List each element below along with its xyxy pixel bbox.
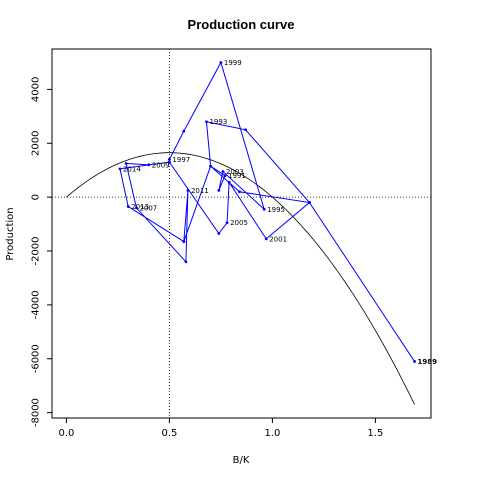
y-tick-label: 0 bbox=[31, 194, 42, 200]
data-point bbox=[184, 260, 188, 264]
data-point bbox=[223, 174, 227, 177]
x-tick-label: 0.0 bbox=[58, 428, 74, 439]
y-tick-label: -6000 bbox=[31, 344, 42, 373]
y-tick-label: -8000 bbox=[31, 398, 42, 427]
data-point bbox=[118, 167, 122, 171]
x-tick-label: 1.0 bbox=[264, 428, 280, 439]
data-point bbox=[209, 164, 213, 168]
data-point bbox=[413, 360, 416, 363]
point-label: 2005 bbox=[230, 219, 248, 227]
x-tick-label: 1.5 bbox=[367, 428, 383, 439]
point-label: 2001 bbox=[269, 235, 287, 243]
plot-frame bbox=[51, 48, 432, 419]
point-label: 1989 bbox=[418, 358, 438, 366]
data-point bbox=[238, 190, 241, 194]
production-curve bbox=[66, 152, 415, 405]
data-point bbox=[264, 237, 268, 241]
data-point bbox=[124, 162, 128, 165]
y-tick-label: 2000 bbox=[30, 131, 41, 156]
point-label: 1991 bbox=[228, 172, 246, 180]
point-label: 2009 bbox=[152, 161, 170, 169]
data-point bbox=[168, 160, 171, 164]
y-axis-label: Production bbox=[5, 207, 16, 260]
series-line bbox=[119, 61, 415, 362]
data-point bbox=[217, 189, 221, 192]
data-point bbox=[182, 240, 186, 243]
data-point bbox=[217, 232, 221, 235]
point-label: 2011 bbox=[191, 187, 209, 195]
point-label: 1999 bbox=[224, 59, 242, 67]
data-point bbox=[126, 205, 130, 208]
data-point bbox=[308, 201, 311, 204]
data-point bbox=[225, 221, 229, 225]
data-point bbox=[262, 207, 266, 211]
x-axis-label: B/K bbox=[233, 455, 250, 466]
data-point bbox=[186, 189, 190, 192]
data-point bbox=[182, 129, 186, 133]
data-point bbox=[219, 61, 223, 64]
data-point bbox=[135, 206, 138, 210]
point-label: 2013 bbox=[131, 203, 149, 211]
point-label: 2007 bbox=[139, 204, 157, 212]
y-tick-label: -2000 bbox=[31, 236, 42, 265]
y-tick-label: 4000 bbox=[31, 77, 42, 102]
point-label: 2014 bbox=[123, 165, 141, 173]
chart-title: Production curve bbox=[188, 17, 295, 32]
point-label: 1995 bbox=[267, 206, 285, 214]
point-label: 1993 bbox=[209, 118, 227, 126]
y-tick-label: -4000 bbox=[31, 290, 42, 319]
data-point bbox=[205, 120, 208, 124]
point-label: 2003 bbox=[226, 168, 244, 176]
data-point bbox=[168, 158, 171, 161]
data-point bbox=[227, 180, 231, 184]
data-point bbox=[147, 163, 151, 167]
y-axis: -8000 -6000 -4000 -2000 0 2000 4000 bbox=[30, 77, 53, 427]
x-tick-label: 0.5 bbox=[161, 428, 177, 439]
x-axis: 0.0 0.5 1.0 1.5 bbox=[58, 417, 383, 439]
data-point bbox=[221, 170, 225, 173]
data-point bbox=[244, 128, 248, 132]
point-label: 1997 bbox=[172, 156, 190, 164]
